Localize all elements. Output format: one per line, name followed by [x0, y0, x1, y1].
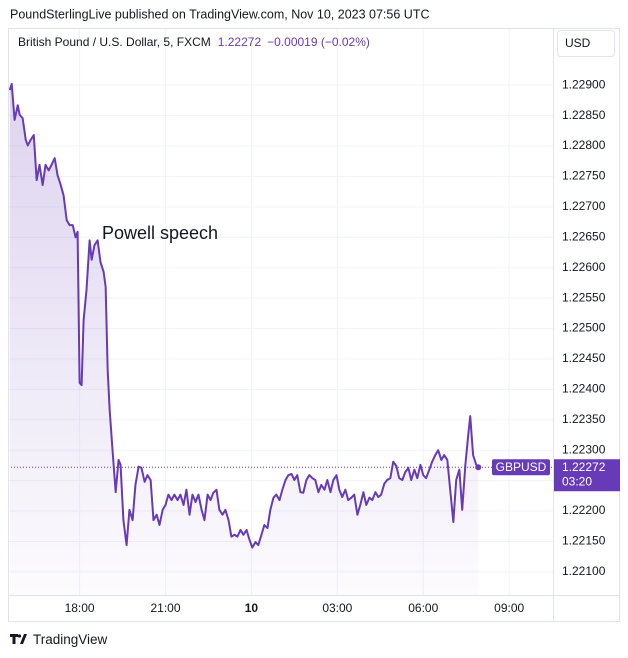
price-tag [554, 459, 620, 492]
y-tick-label: 1.22400 [562, 382, 606, 396]
y-tick-label: 1.22900 [562, 77, 606, 91]
legend: British Pound / U.S. Dollar, 5, FXCM 1.22… [18, 35, 370, 49]
y-tick-label: 1.22650 [562, 229, 606, 243]
plot [8, 82, 553, 595]
price-line [8, 82, 480, 549]
y-tick-label: 1.22800 [562, 138, 606, 152]
price-tag-countdown: 03:20 [562, 474, 592, 488]
legend-last: 1.22272 [218, 35, 262, 49]
y-tick-label: 1.22700 [562, 199, 606, 213]
y-tick-label: 1.22750 [562, 169, 606, 183]
y-tick-label: 1.22850 [562, 108, 606, 122]
x-tick-label: 03:00 [322, 601, 352, 615]
x-tick-label: 21:00 [150, 601, 180, 615]
y-tick-label: 1.22100 [562, 564, 606, 578]
price-tag-value: 1.22272 [562, 460, 606, 474]
x-tick-label: 06:00 [408, 601, 438, 615]
legend-symbol: British Pound / U.S. Dollar, 5, FXCM [18, 35, 211, 49]
frame [8, 28, 620, 622]
y-tick-label: 1.22600 [562, 260, 606, 274]
footer: TradingView [33, 632, 108, 647]
last-point [475, 464, 482, 471]
y-tick-label: 1.22550 [562, 290, 606, 304]
y-tick-label: 1.22200 [562, 503, 606, 517]
currency-button[interactable] [557, 30, 615, 57]
x-tick-label: 18:00 [65, 601, 95, 615]
y-tick-label: 1.22300 [562, 442, 606, 456]
area [9, 83, 479, 595]
annotation: Powell speech [102, 223, 218, 243]
currency[interactable]: USD [565, 36, 591, 50]
y-tick-label: 1.22150 [562, 534, 606, 548]
y-tick-label: 1.22450 [562, 351, 606, 365]
footer-logo [10, 634, 27, 644]
x-tick-label: 10 [245, 601, 259, 615]
series-tag [492, 459, 550, 476]
x-tick-label: 09:00 [494, 601, 524, 615]
header: PoundSterlingLive published on TradingVi… [10, 7, 429, 21]
y-tick-label: 1.22500 [562, 321, 606, 335]
y-tick-label: 1.22350 [562, 412, 606, 426]
series-name: GBPUSD [496, 460, 547, 474]
legend-change: −0.00019 (−0.02%) [267, 35, 370, 49]
